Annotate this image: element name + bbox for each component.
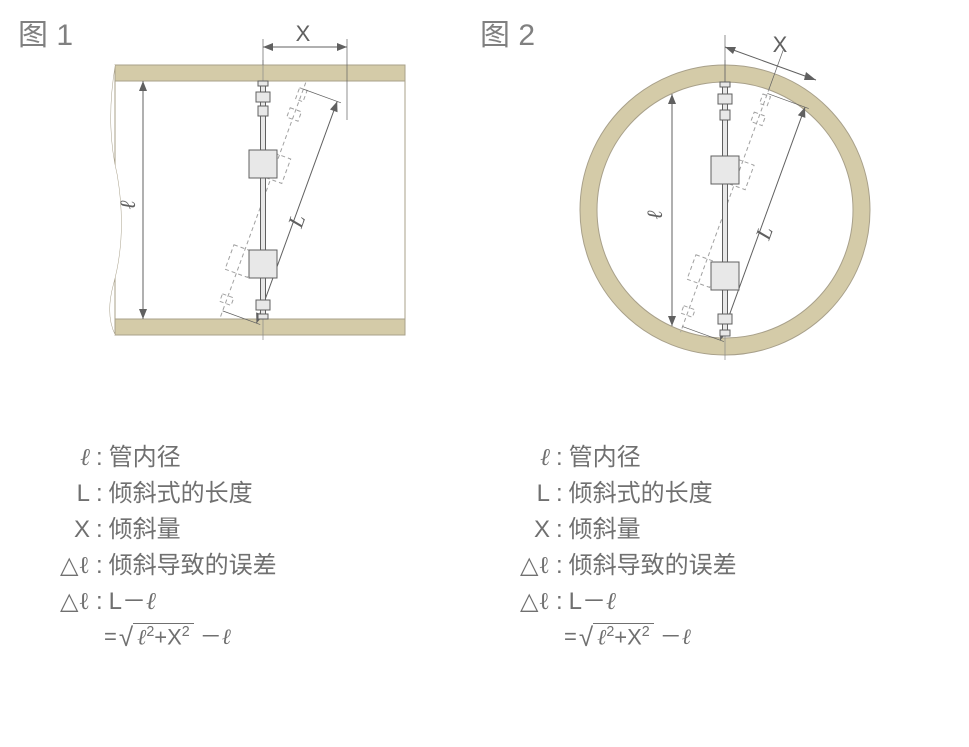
- sqrt-expression: √ ℓ2+X2: [119, 623, 194, 651]
- legend2-row-ell: ℓ : 管内径: [490, 440, 737, 476]
- legend-L-text: 倾斜式的长度: [109, 476, 253, 512]
- legend-fig2: ℓ : 管内径 L : 倾斜式的长度 X : 倾斜量 △ℓ : 倾斜导致的误差 …: [490, 440, 737, 653]
- legend-row-dell: △ℓ : 倾斜导致的误差: [30, 548, 277, 584]
- symbol-ell: ℓ: [30, 440, 90, 476]
- formula-line2: = √ ℓ2+X2 －ℓ: [104, 620, 277, 653]
- legend2-row-L: L : 倾斜式的长度: [490, 476, 737, 512]
- symbol-delta-ell: △ℓ: [30, 548, 90, 584]
- svg-text:ℓ: ℓ: [115, 200, 140, 210]
- diagram-fig1: L ℓ X: [95, 25, 435, 375]
- legend-fig1: ℓ : 管内径 L : 倾斜式的长度 X : 倾斜量 △ℓ : 倾斜导致的误差 …: [30, 440, 277, 653]
- symbol-X: X: [30, 512, 90, 548]
- figure-2-title: 图 2: [480, 10, 535, 54]
- legend2-formula-line2: = √ ℓ2+X2 －ℓ: [564, 620, 737, 653]
- symbol-L: L: [30, 476, 90, 512]
- svg-text:X: X: [296, 25, 311, 46]
- legend-row-ell: ℓ : 管内径: [30, 440, 277, 476]
- legend-row-L: L : 倾斜式的长度: [30, 476, 277, 512]
- symbol-delta-ell-2: △ℓ: [30, 584, 90, 620]
- diagram-fig2: L ℓ X: [560, 10, 930, 380]
- legend-row-formula: △ℓ : L－ℓ: [30, 584, 277, 620]
- legend-row-X: X : 倾斜量: [30, 512, 277, 548]
- legend2-row-formula: △ℓ : L－ℓ: [490, 584, 737, 620]
- legend2-row-dell: △ℓ : 倾斜导致的误差: [490, 548, 737, 584]
- legend-dell-text: 倾斜导致的误差: [109, 548, 277, 584]
- svg-text:ℓ: ℓ: [642, 210, 667, 220]
- svg-text:X: X: [773, 32, 788, 57]
- legend-ell-text: 管内径: [109, 440, 181, 476]
- formula-line1: L－ℓ: [109, 584, 156, 620]
- legend2-row-X: X : 倾斜量: [490, 512, 737, 548]
- figure-1-title: 图 1: [18, 10, 73, 54]
- legend-X-text: 倾斜量: [109, 512, 181, 548]
